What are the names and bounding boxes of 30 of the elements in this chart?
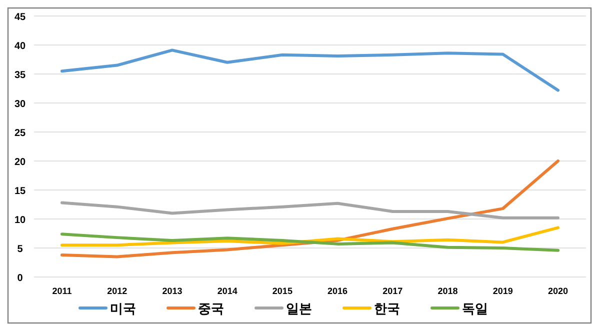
y-tick-label: 30 bbox=[14, 99, 26, 110]
legend-label: 한국 bbox=[374, 301, 400, 316]
x-tick-label: 2015 bbox=[272, 286, 292, 296]
y-tick-label: 15 bbox=[14, 186, 26, 197]
line-series bbox=[60, 226, 560, 247]
y-tick-label: 0 bbox=[17, 273, 24, 284]
x-tick-label: 2011 bbox=[52, 286, 72, 296]
y-tick-label: 40 bbox=[14, 41, 26, 52]
line-series bbox=[60, 201, 560, 220]
legend-label: 독일 bbox=[462, 301, 488, 316]
x-tick-label: 2012 bbox=[107, 286, 128, 296]
x-tick-label: 2019 bbox=[492, 286, 513, 296]
legend-label: 일본 bbox=[286, 301, 312, 316]
line-series bbox=[60, 48, 560, 92]
y-tick-label: 10 bbox=[14, 215, 26, 226]
y-tick-label: 20 bbox=[14, 157, 26, 168]
y-tick-label: 45 bbox=[14, 12, 26, 23]
y-tick-label: 5 bbox=[17, 244, 24, 255]
line-series bbox=[60, 232, 560, 252]
legend-label: 중국 bbox=[198, 301, 224, 316]
x-tick-label: 2017 bbox=[382, 286, 403, 296]
x-tick-label: 2020 bbox=[548, 286, 568, 296]
y-tick-label: 35 bbox=[14, 70, 26, 81]
legend-label: 미국 bbox=[110, 301, 136, 316]
x-tick-label: 2016 bbox=[328, 286, 348, 296]
y-tick-label: 25 bbox=[14, 128, 26, 139]
x-tick-label: 2014 bbox=[217, 286, 238, 296]
line-series bbox=[60, 160, 560, 258]
x-tick-label: 2013 bbox=[162, 286, 182, 296]
x-tick-label: 2018 bbox=[438, 286, 458, 296]
